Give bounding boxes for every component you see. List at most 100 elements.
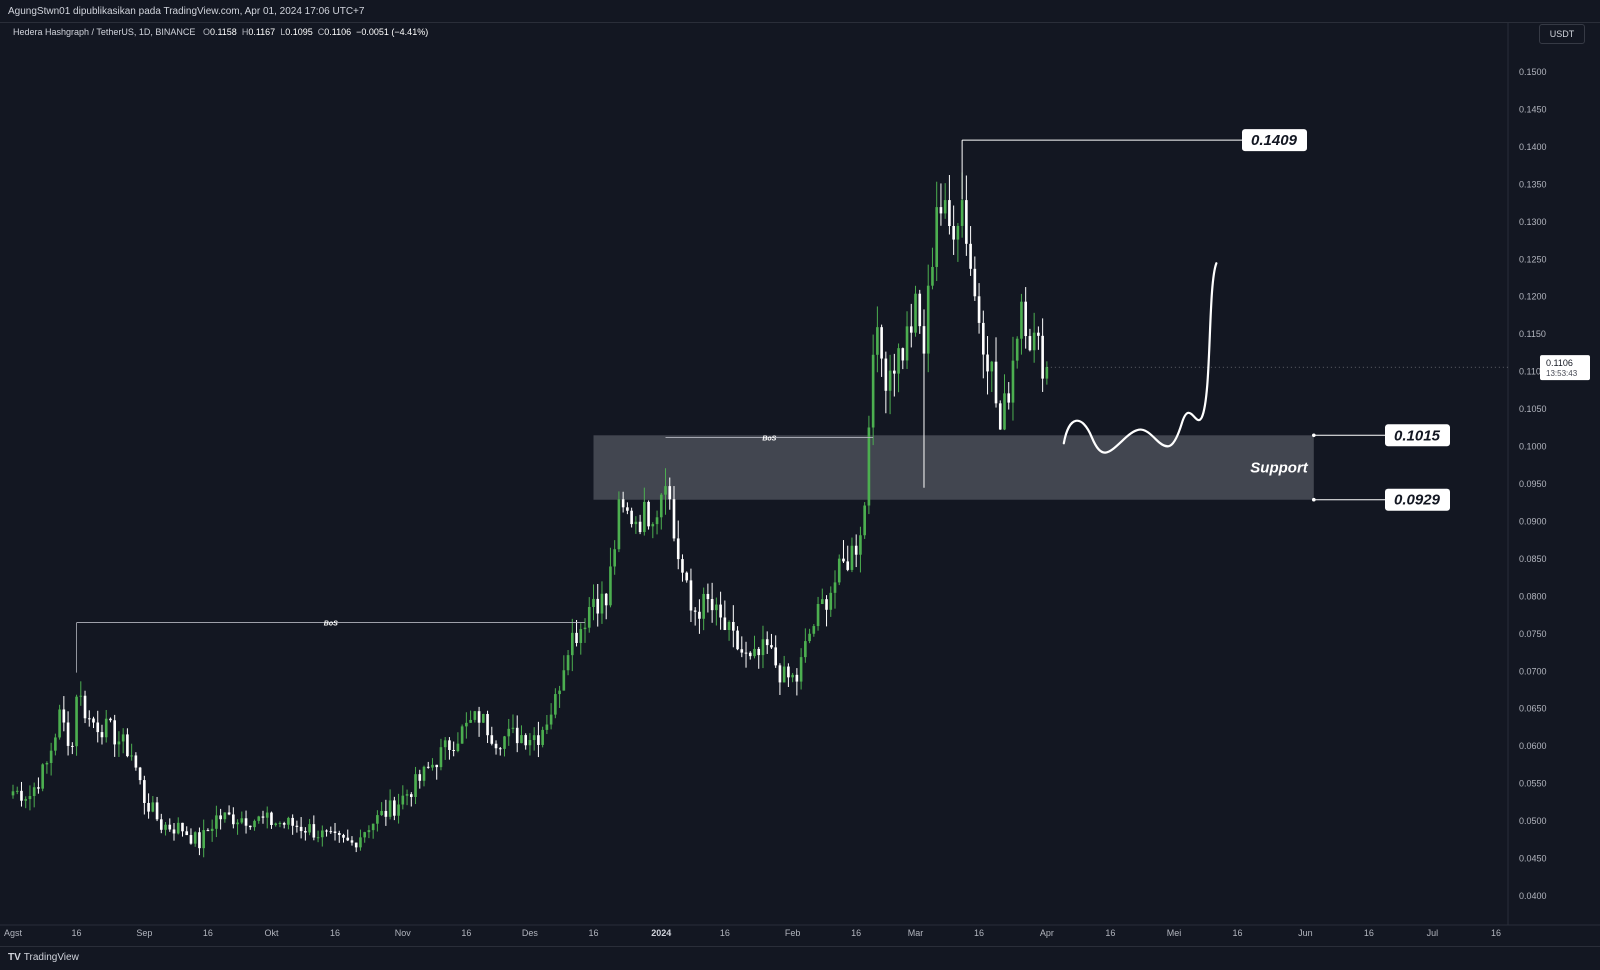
candle-body [159, 819, 163, 830]
candle-body [20, 790, 23, 801]
candle-body [477, 711, 481, 723]
candle-body [520, 735, 523, 744]
price-unit-button[interactable]: USDT [1539, 24, 1585, 44]
candle-body [592, 598, 595, 607]
candle-body [689, 580, 693, 611]
candle-body [655, 517, 659, 525]
y-tick-label: 0.0950 [1519, 479, 1547, 489]
candle-body [202, 830, 205, 849]
candle-body [291, 817, 294, 826]
candle-body [79, 695, 83, 697]
candle-body [384, 810, 388, 817]
candle-body [596, 598, 600, 614]
candle-body [113, 720, 117, 745]
candle-body [986, 354, 989, 372]
high-value: 0.1167 [248, 27, 276, 37]
candle-body [998, 403, 1002, 430]
candle-body [363, 832, 366, 838]
candle-body [151, 802, 155, 812]
candle-body [206, 830, 210, 832]
candle-body [117, 741, 121, 745]
candle-body [863, 505, 866, 536]
candle-body [37, 787, 40, 789]
candle-body [787, 666, 790, 678]
candle-body [439, 747, 443, 768]
candle-body [850, 545, 854, 570]
candle-body [469, 719, 472, 723]
candle-body [609, 566, 612, 606]
candle-body [842, 558, 845, 562]
candle-body [732, 621, 735, 631]
candle-body [816, 603, 820, 627]
candle-body [723, 617, 727, 631]
candle-body [626, 507, 629, 511]
open-value: 0.1158 [209, 27, 237, 37]
candle-body [342, 834, 345, 838]
candle-body [799, 657, 803, 682]
candle-body [121, 734, 125, 742]
candle-body [320, 830, 324, 838]
candle-body [325, 830, 328, 832]
x-tick-label: Feb [785, 928, 801, 938]
candle-body [643, 501, 646, 533]
candle-body [248, 825, 252, 828]
x-tick-label: Jul [1427, 928, 1439, 938]
candle-body [791, 674, 794, 678]
candle-body [676, 538, 680, 560]
footer-bar: TV TradingView [0, 946, 1600, 970]
candle-body [943, 200, 947, 214]
candle-body [62, 709, 66, 723]
x-tick-label: 16 [851, 928, 861, 938]
candle-body [570, 632, 574, 656]
candle-body [143, 780, 146, 803]
tradingview-logo[interactable]: TV TradingView [8, 952, 79, 963]
candle-body [935, 207, 939, 267]
last-price-countdown: 13:53:43 [1546, 369, 1578, 378]
candle-body [482, 714, 485, 723]
candle-body [401, 795, 405, 805]
candle-body [236, 822, 239, 825]
candle-body [901, 348, 905, 361]
candle-body [45, 762, 49, 765]
support-top-label: 0.1015 [1394, 427, 1441, 444]
candle-body [562, 670, 566, 691]
publish-header: AgungStwn01 dipublikasikan pada TradingV… [0, 0, 1600, 23]
candle-body [265, 812, 269, 818]
candle-body [422, 766, 426, 781]
candle-body [634, 521, 638, 525]
candle-body [604, 593, 608, 606]
price-chart[interactable]: 0.1500 0.1450 0.1400 0.1350 0.1300 0.1250 0.12… [0, 0, 1600, 946]
x-tick-label: Apr [1040, 928, 1054, 938]
candle-body [909, 326, 913, 333]
x-tick-label: Okt [264, 928, 279, 938]
candle-body [287, 817, 290, 825]
candle-body [465, 722, 468, 727]
high-label-box [1242, 129, 1307, 152]
x-tick-label: Sep [136, 928, 152, 938]
support-bottom-dot [1312, 497, 1316, 502]
y-tick-label: 0.0550 [1519, 779, 1547, 789]
candle-body [147, 802, 150, 812]
y-tick-label: 0.0900 [1519, 516, 1547, 526]
candle-body [456, 743, 460, 752]
candle-body [490, 735, 494, 744]
candle-body [994, 361, 998, 404]
candle-body [172, 829, 176, 834]
candle-body [1024, 301, 1027, 337]
candle-body [261, 816, 265, 818]
candle-body [185, 831, 189, 836]
candle-body [837, 558, 841, 583]
candle-body [1020, 301, 1023, 339]
candle-body [58, 709, 61, 738]
symbol-name[interactable]: Hedera Hashgraph / TetherUS, 1D, BINANCE [13, 27, 196, 37]
candle-body [257, 816, 261, 821]
candle-body [354, 842, 358, 848]
candle-body [210, 828, 214, 831]
candle-body [367, 830, 371, 833]
candle-body [926, 285, 930, 354]
candle-body [232, 814, 235, 825]
change-value: −0.0051 (−4.41%) [356, 27, 429, 37]
candle-body [75, 696, 78, 747]
candle-body [990, 361, 994, 372]
x-tick-label: 16 [1364, 928, 1374, 938]
